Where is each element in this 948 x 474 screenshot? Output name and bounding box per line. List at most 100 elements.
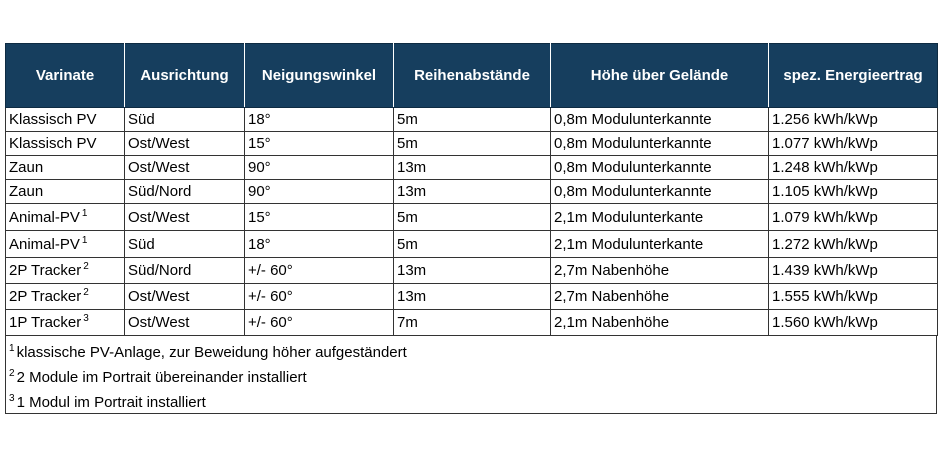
footnote-text: klassische PV-Anlage, zur Beweidung höhe… bbox=[16, 344, 407, 361]
table-cell: 18° bbox=[244, 230, 394, 258]
table-row: Zaun Ost/West 90° 13m 0,8m Modulunterkannte 1… bbox=[5, 155, 938, 180]
table-cell: 1P Tracker 3 bbox=[5, 309, 125, 336]
cell-text: 2,1m Nabenhöhe bbox=[554, 314, 670, 331]
cell-text: 0,8m Modulunterkannte bbox=[554, 135, 712, 152]
table-body: Klassisch PV Süd 18° 5m 0,8m Modulunterkannt… bbox=[5, 107, 938, 336]
table-cell: 1.272 kWh/kWp bbox=[768, 230, 938, 258]
table-cell: 2,1m Modulunterkante bbox=[550, 203, 769, 231]
cell-text: Klassisch PV bbox=[9, 135, 97, 152]
header-cell: Höhe über Gelände bbox=[550, 43, 769, 108]
table-cell: 0,8m Modulunterkannte bbox=[550, 131, 769, 156]
cell-text: +/- 60° bbox=[248, 262, 293, 279]
footnote-ref: 2 bbox=[83, 287, 89, 298]
cell-text: 5m bbox=[397, 208, 418, 226]
cell-text: 15° bbox=[248, 135, 271, 152]
cell-text: 1P Tracker bbox=[9, 314, 82, 331]
footnote-text: 2 Module im Portrait übereinander instal… bbox=[16, 369, 307, 386]
table-cell: Süd/Nord bbox=[124, 179, 245, 204]
table-row: 2P Tracker 2 Süd/Nord +/- 60° 13m 2,7m Nabenh… bbox=[5, 257, 938, 284]
table-cell: 2,1m Nabenhöhe bbox=[550, 309, 769, 336]
table-cell: +/- 60° bbox=[244, 283, 394, 310]
table-row: Zaun Süd/Nord 90° 13m 0,8m Modulunterkannte 1… bbox=[5, 179, 938, 204]
cell-text: Ost/West bbox=[128, 314, 190, 331]
table-cell: +/- 60° bbox=[244, 257, 394, 284]
cell-text: Zaun bbox=[9, 183, 44, 200]
header-cell: Ausrichtung bbox=[124, 43, 245, 108]
table-row: 2P Tracker 2 Ost/West +/- 60° 13m 2,7m Nabenh… bbox=[5, 283, 938, 310]
table-cell: 15° bbox=[244, 203, 394, 231]
cell-text: 2,7m Nabenhöhe bbox=[554, 288, 670, 305]
cell-text: 1.077 kWh/kWp bbox=[772, 135, 878, 152]
table-row: Animal-PV 1 Ost/West 15° 5m 2,1m Modulunterka… bbox=[5, 203, 938, 231]
cell-text: Animal-PV bbox=[9, 235, 80, 253]
cell-text: Süd bbox=[128, 235, 155, 253]
cell-text: Zaun bbox=[9, 159, 44, 176]
cell-text: 1.560 kWh/kWp bbox=[772, 314, 878, 331]
footnote-marker: 3 bbox=[9, 393, 15, 404]
table-cell: 90° bbox=[244, 155, 394, 180]
cell-text: 13m bbox=[397, 159, 427, 176]
table-cell: 1.105 kWh/kWp bbox=[768, 179, 938, 204]
cell-text: Ost/West bbox=[128, 208, 190, 226]
header-cell: Varinate bbox=[5, 43, 125, 108]
table-cell: Süd/Nord bbox=[124, 257, 245, 284]
table-cell: Ost/West bbox=[124, 309, 245, 336]
cell-text: 0,8m Modulunterkannte bbox=[554, 111, 712, 128]
cell-text: 2P Tracker bbox=[9, 262, 82, 279]
cell-text: 1.079 kWh/kWp bbox=[772, 208, 878, 226]
footnote-ref: 3 bbox=[83, 313, 89, 324]
header-row: Varinate Ausrichtung Neigungswinkel Reihena… bbox=[5, 43, 938, 108]
table-cell: 13m bbox=[393, 283, 551, 310]
cell-text: 1.248 kWh/kWp bbox=[772, 159, 878, 176]
cell-text: 18° bbox=[248, 111, 271, 128]
cell-text: 2,1m Modulunterkante bbox=[554, 208, 704, 226]
table: Varinate Ausrichtung Neigungswinkel Reihena… bbox=[5, 43, 938, 336]
table-cell: 1.256 kWh/kWp bbox=[768, 107, 938, 132]
table-cell: 0,8m Modulunterkannte bbox=[550, 107, 769, 132]
cell-text: Ost/West bbox=[128, 159, 190, 176]
table-cell: Süd bbox=[124, 107, 245, 132]
table-cell: Klassisch PV bbox=[5, 107, 125, 132]
cell-text: 0,8m Modulunterkannte bbox=[554, 183, 712, 200]
table-cell: 1.555 kWh/kWp bbox=[768, 283, 938, 310]
table-cell: Ost/West bbox=[124, 203, 245, 231]
cell-text: Ost/West bbox=[128, 288, 190, 305]
table-cell: 15° bbox=[244, 131, 394, 156]
cell-text: +/- 60° bbox=[248, 288, 293, 305]
table-cell: 5m bbox=[393, 131, 551, 156]
table-cell: 90° bbox=[244, 179, 394, 204]
table-row: Animal-PV 1 Süd 18° 5m 2,1m Modulunterkante 1.… bbox=[5, 230, 938, 258]
table-cell: 13m bbox=[393, 179, 551, 204]
cell-text: 15° bbox=[248, 208, 271, 226]
cell-text: 2P Tracker bbox=[9, 288, 82, 305]
cell-text: 13m bbox=[397, 183, 427, 200]
cell-text: 90° bbox=[248, 183, 271, 200]
table-cell: Klassisch PV bbox=[5, 131, 125, 156]
table-cell: Ost/West bbox=[124, 155, 245, 180]
table-cell: Ost/West bbox=[124, 283, 245, 310]
cell-text: Animal-PV bbox=[9, 208, 80, 226]
cell-text: Süd bbox=[128, 111, 155, 128]
cell-text: 1.256 kWh/kWp bbox=[772, 111, 878, 128]
footnotes: 1 klassische PV-Anlage, zur Beweidung höh… bbox=[5, 336, 937, 414]
table-cell: 1.077 kWh/kWp bbox=[768, 131, 938, 156]
table-cell: 1.560 kWh/kWp bbox=[768, 309, 938, 336]
table-cell: Animal-PV 1 bbox=[5, 203, 125, 231]
footnote: 1 klassische PV-Anlage, zur Beweidung höh… bbox=[9, 340, 933, 365]
cell-text: 5m bbox=[397, 135, 418, 152]
table-cell: Zaun bbox=[5, 155, 125, 180]
table-cell: Animal-PV 1 bbox=[5, 230, 125, 258]
table-cell: 2P Tracker 2 bbox=[5, 257, 125, 284]
footnote-ref: 1 bbox=[81, 207, 88, 219]
table-cell: 1.079 kWh/kWp bbox=[768, 203, 938, 231]
cell-text: 1.439 kWh/kWp bbox=[772, 262, 878, 279]
cell-text: Süd/Nord bbox=[128, 183, 192, 200]
table-row: Klassisch PV Ost/West 15° 5m 0,8m Modulunter… bbox=[5, 131, 938, 156]
cell-text: 13m bbox=[397, 262, 427, 279]
table-cell: Zaun bbox=[5, 179, 125, 204]
header-cell: spez. Energieertrag bbox=[768, 43, 938, 108]
table-cell: 5m bbox=[393, 203, 551, 231]
table-cell: 2P Tracker 2 bbox=[5, 283, 125, 310]
